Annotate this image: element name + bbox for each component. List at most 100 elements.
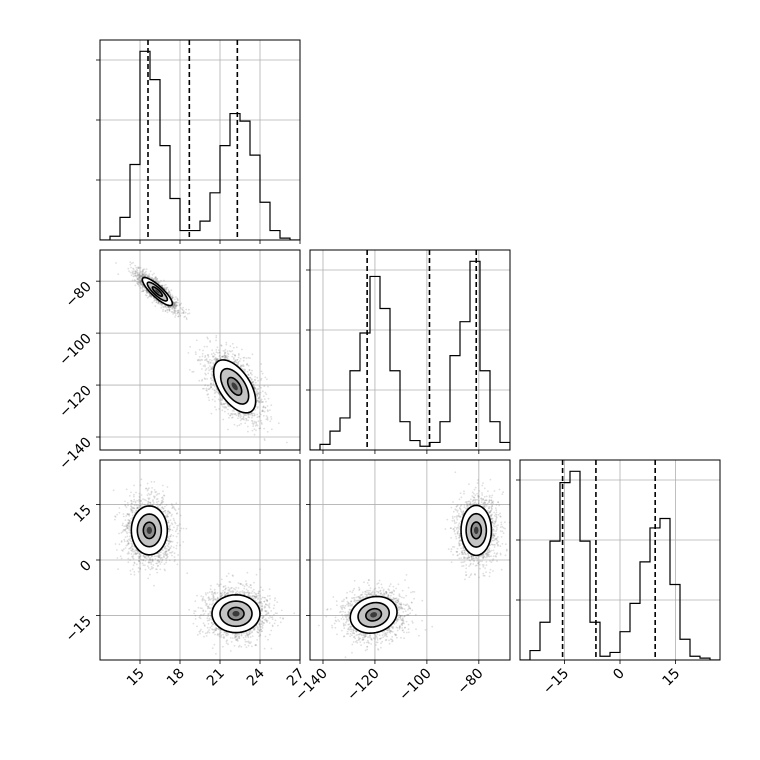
sample-point: [140, 270, 143, 273]
sample-point: [145, 289, 148, 292]
sample-point: [261, 390, 264, 393]
sample-point: [171, 297, 174, 299]
sample-point: [164, 552, 166, 555]
sample-point: [167, 306, 170, 308]
sample-point: [138, 495, 141, 498]
sample-point: [249, 376, 252, 379]
sample-point: [255, 422, 257, 424]
sample-point: [158, 281, 161, 284]
sample-point: [152, 567, 155, 569]
contour-line: [141, 276, 174, 307]
sample-point: [240, 415, 242, 418]
sample-point: [174, 301, 177, 304]
sample-point: [129, 569, 132, 572]
sample-point: [145, 555, 147, 558]
sample-point: [169, 528, 171, 531]
sample-point: [270, 428, 273, 431]
sample-point: [144, 504, 147, 506]
sample-point: [177, 311, 180, 314]
sample-point: [218, 355, 221, 358]
sample-point: [127, 541, 130, 544]
sample-point: [145, 291, 148, 294]
sample-point: [121, 530, 124, 533]
sample-point: [169, 292, 172, 295]
sample-point: [135, 507, 138, 510]
sample-point: [201, 368, 203, 370]
sample-point: [233, 354, 236, 356]
sample-point: [139, 500, 142, 503]
sample-point: [177, 524, 180, 527]
sample-point: [210, 386, 213, 389]
sample-point: [245, 414, 248, 417]
sample-point: [173, 304, 175, 307]
sample-point: [139, 280, 142, 283]
sample-point: [171, 554, 173, 557]
sample-point: [204, 384, 207, 387]
sample-point: [226, 356, 229, 359]
sample-point: [141, 283, 144, 286]
sample-point: [213, 392, 216, 395]
sample-point: [124, 504, 127, 507]
sample-point: [134, 279, 137, 282]
sample-point: [154, 277, 157, 280]
sample-point: [218, 349, 220, 351]
sample-point: [150, 490, 153, 493]
sample-point: [168, 306, 170, 309]
sample-point: [225, 354, 228, 357]
sample-point: [156, 571, 159, 574]
sample-point: [164, 310, 167, 313]
sample-point: [254, 424, 257, 427]
sample-point: [213, 389, 216, 391]
sample-point: [149, 293, 152, 296]
sample-point: [138, 285, 141, 287]
sample-point: [237, 362, 240, 365]
sample-point: [234, 359, 237, 362]
sample-point: [238, 360, 241, 362]
sample-point: [267, 410, 269, 413]
sample-point: [229, 350, 232, 353]
sample-point: [167, 291, 170, 294]
sample-point: [224, 357, 227, 359]
sample-point: [176, 312, 179, 315]
sample-point: [162, 507, 165, 510]
sample-point: [155, 301, 158, 304]
sample-point: [158, 302, 161, 305]
sample-point: [152, 564, 155, 566]
sample-point: [129, 271, 132, 274]
sample-point: [130, 491, 132, 494]
sample-point: [164, 553, 167, 556]
sample-point: [260, 379, 262, 381]
sample-point: [147, 561, 150, 564]
contour-line: [146, 281, 169, 302]
sample-point: [120, 531, 123, 534]
sample-point: [198, 348, 201, 351]
sample-point: [225, 356, 227, 359]
sample-point: [129, 263, 132, 266]
sample-point: [208, 388, 211, 391]
sample-point: [238, 415, 240, 417]
sample-point: [139, 280, 142, 283]
sample-point: [173, 526, 175, 529]
sample-point: [136, 507, 139, 510]
sample-point: [124, 504, 127, 506]
sample-point: [155, 278, 157, 280]
sample-point: [257, 420, 260, 423]
sample-point: [144, 274, 147, 277]
sample-point: [249, 372, 252, 374]
sample-point: [141, 288, 144, 290]
sample-point: [120, 557, 123, 560]
sample-point: [135, 268, 138, 271]
sample-point: [132, 268, 135, 270]
sample-point: [207, 393, 210, 395]
sample-point: [169, 551, 171, 554]
sample-point: [139, 562, 142, 564]
sample-point: [173, 307, 176, 310]
sample-point: [195, 353, 197, 356]
histogram-panel-p0: [96, 39, 301, 244]
sample-point: [130, 500, 133, 502]
sample-point: [265, 415, 268, 417]
sample-point: [169, 512, 171, 514]
sample-point: [169, 524, 172, 527]
sample-point: [270, 418, 273, 420]
sample-point: [227, 428, 229, 431]
